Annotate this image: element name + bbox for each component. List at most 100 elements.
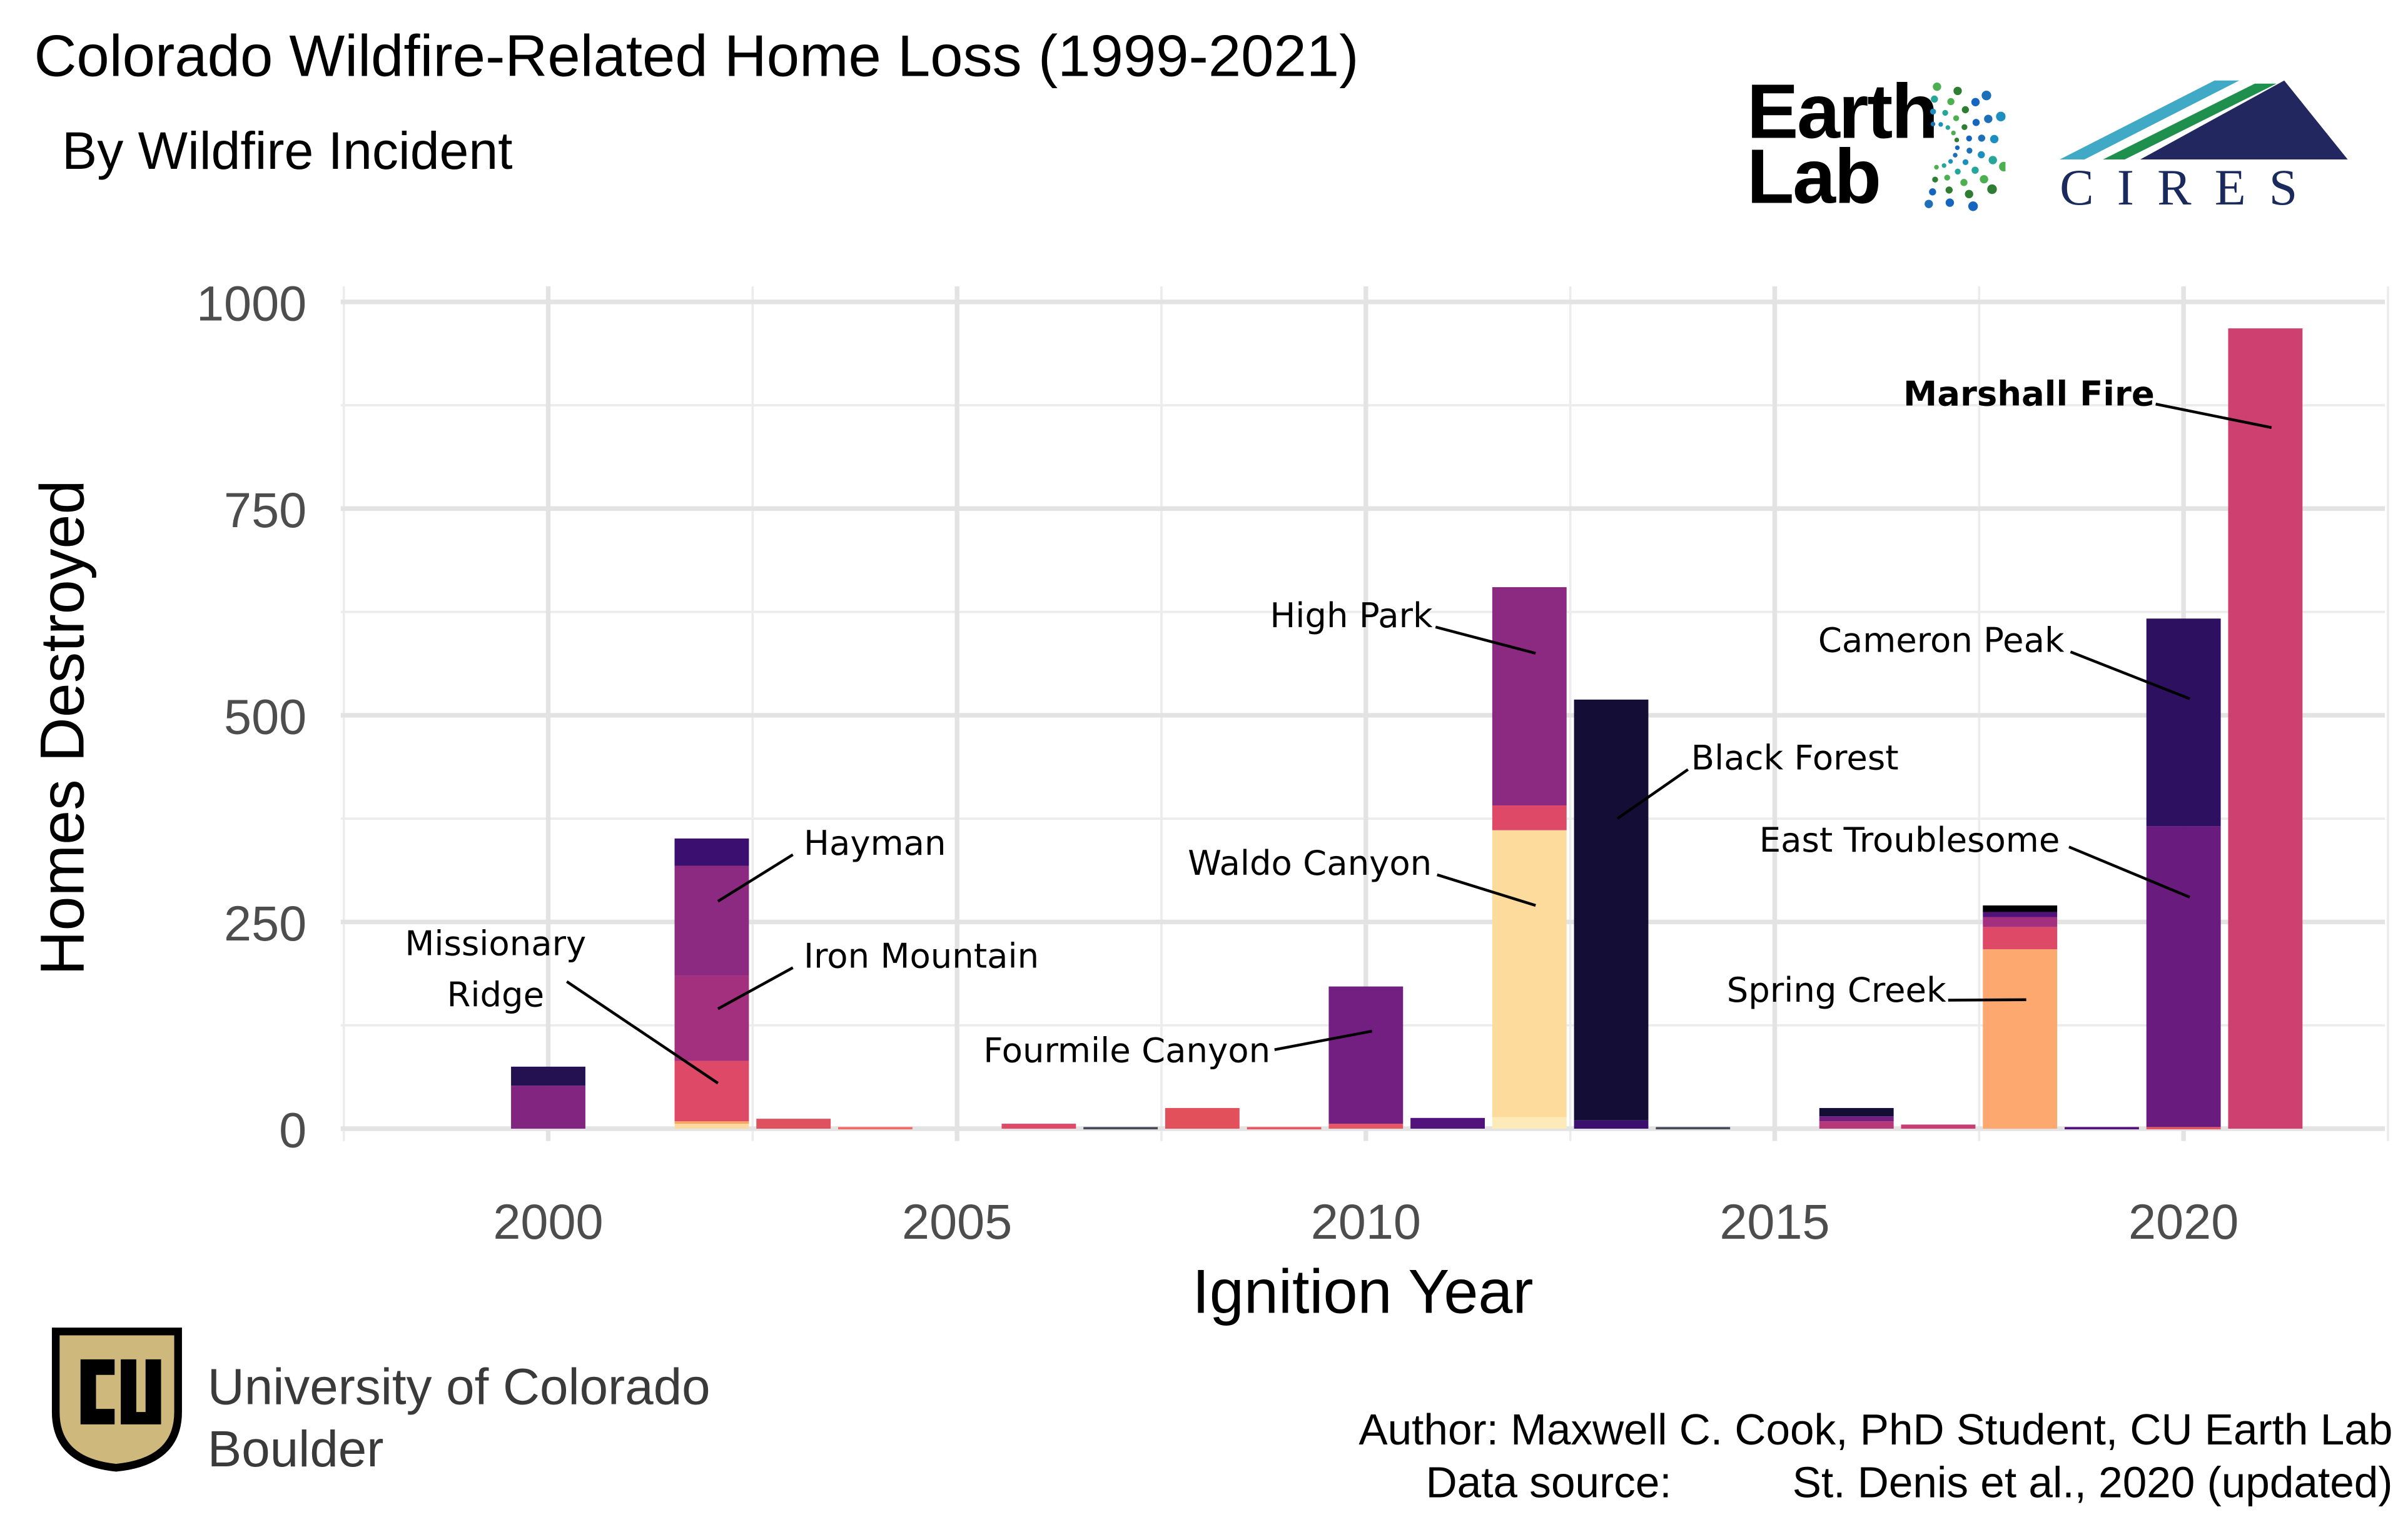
cires-logo-text: CIRES — [2060, 161, 2321, 217]
cires-mountain-icon — [2060, 80, 2348, 160]
data-source-label: Data source: — [1425, 1458, 1672, 1507]
bar-segment — [2146, 618, 2221, 827]
bar-segment — [1574, 1120, 1649, 1129]
y-tick-label: 0 — [279, 1102, 306, 1158]
earth-lab-dot — [1945, 186, 1953, 194]
earth-lab-dot — [1978, 151, 1985, 159]
y-tick-label: 1000 — [196, 276, 306, 331]
bar-segment — [674, 1124, 749, 1129]
bar-segment — [1328, 1124, 1404, 1129]
bar-segment — [674, 865, 749, 976]
bar-segment — [511, 1086, 585, 1129]
annotation-leader-line — [717, 853, 794, 903]
x-tick-label: 2005 — [902, 1194, 1012, 1249]
bar-segment — [511, 1066, 585, 1086]
annotation-label: High Park — [1270, 595, 1433, 635]
earth-lab-dot — [1961, 106, 1970, 114]
bar-segment — [1410, 1117, 1485, 1129]
bar-segment — [756, 1119, 831, 1129]
x-tick-label: 2000 — [493, 1194, 603, 1249]
annotation-leader-line — [1274, 1029, 1373, 1051]
bar-segment — [1819, 1121, 1894, 1129]
earth-lab-logo-line2: Lab — [1746, 133, 1881, 220]
earth-lab-dot — [1955, 168, 1961, 175]
x-tick-label: 2020 — [2128, 1194, 2239, 1249]
earth-lab-dot — [1990, 134, 1999, 144]
cu-boulder-name-line1: University of Colorado — [207, 1358, 711, 1416]
data-source-text: St. Denis et al., 2020 (updated) — [1792, 1458, 2393, 1507]
earth-lab-dot — [1930, 108, 1936, 115]
earth-lab-dot — [1999, 161, 2006, 172]
bar-segment — [674, 838, 749, 866]
x-tick-label: 2015 — [1719, 1194, 1829, 1249]
annotation-leader-line — [1616, 768, 1689, 820]
chart-title: Colorado Wildfire-Related Home Loss (199… — [34, 24, 1359, 90]
earth-lab-logo-line1: Earth — [1746, 68, 1939, 155]
x-tick-label: 2010 — [1311, 1194, 1421, 1249]
bar-segment — [2228, 328, 2303, 1129]
chart-subtitle: By Wildfire Incident — [62, 122, 513, 181]
earth-lab-dot — [1984, 114, 1993, 123]
bar-segment — [674, 1121, 749, 1124]
annotation-label: Hayman — [804, 823, 946, 863]
annotation-label: Waldo Canyon — [1188, 843, 1432, 883]
earth-lab-dot — [1948, 159, 1953, 164]
data-source-credit: Data source: St. Denis et al., 2020 (upda… — [1426, 1458, 2393, 1508]
annotation-leader-line — [2070, 650, 2190, 700]
earth-lab-dot — [1954, 138, 1960, 143]
earth-lab-dot — [1947, 98, 1955, 106]
annotation-leader-line — [2155, 403, 2272, 429]
bar-segment — [1819, 1116, 1894, 1122]
annotation-label: Marshall Fire — [1903, 374, 2155, 414]
annotation-label: Iron Mountain — [804, 936, 1039, 976]
bar-segment — [1819, 1107, 1894, 1117]
bar-segment — [1165, 1107, 1240, 1129]
earth-lab-dot — [1971, 166, 1979, 174]
earth-lab-dot — [1929, 188, 1936, 196]
earth-lab-dot — [1934, 164, 1939, 170]
earth-lab-dot — [1978, 134, 1986, 142]
earth-lab-dot — [1966, 135, 1972, 142]
earth-lab-dots-icon — [1925, 82, 2006, 211]
bar-segment — [674, 975, 749, 1061]
earth-lab-dot — [1951, 130, 1956, 136]
earth-lab-dot — [1953, 153, 1958, 158]
bar-segment — [674, 1061, 749, 1122]
earth-lab-dot — [1968, 201, 1978, 211]
annotation-label: Missionary — [405, 924, 586, 964]
bar-segment — [2146, 1127, 2221, 1130]
earth-lab-dot — [1981, 90, 1991, 101]
bar-segment — [1983, 912, 2058, 917]
earth-lab-dot — [1933, 82, 1941, 91]
earth-lab-dot — [1965, 189, 1973, 199]
earth-lab-dot — [1953, 86, 1962, 96]
bar-segment — [2065, 1127, 2139, 1130]
annotation-label: Ridge — [447, 974, 544, 1014]
author-credit: Author: Maxwell C. Cook, PhD Student, CU… — [1358, 1406, 2393, 1454]
earth-lab-dot — [1971, 98, 1980, 106]
annotation-label: East Troublesome — [1759, 820, 2060, 860]
earth-lab-dot — [1980, 174, 1988, 184]
earth-lab-dot — [1932, 176, 1938, 183]
earth-lab-dot — [1945, 198, 1955, 207]
earth-lab-dot — [1931, 95, 1938, 103]
y-tick-label: 500 — [224, 689, 306, 745]
earth-lab-dot — [1961, 124, 1968, 131]
bar-segment — [1983, 917, 2058, 927]
bar-segment — [1574, 699, 1649, 1121]
earth-lab-dot — [1988, 156, 1997, 164]
annotation-label: Cameron Peak — [1818, 620, 2065, 660]
bar-segment — [838, 1127, 913, 1130]
bar-segment — [1083, 1127, 1158, 1130]
annotation-leader-line — [2068, 845, 2190, 899]
bar-segment — [1492, 587, 1567, 806]
bar-segment — [1656, 1127, 1731, 1130]
annotation-leader-line — [1437, 873, 1536, 907]
bar-segment — [1328, 986, 1404, 1124]
cu-boulder-logo-icon — [51, 1328, 182, 1472]
earth-lab-dot — [1930, 121, 1936, 127]
annotation-label: Spring Creek — [1727, 970, 1946, 1010]
y-tick-label: 250 — [224, 895, 306, 951]
bar-segment — [1901, 1124, 1976, 1129]
